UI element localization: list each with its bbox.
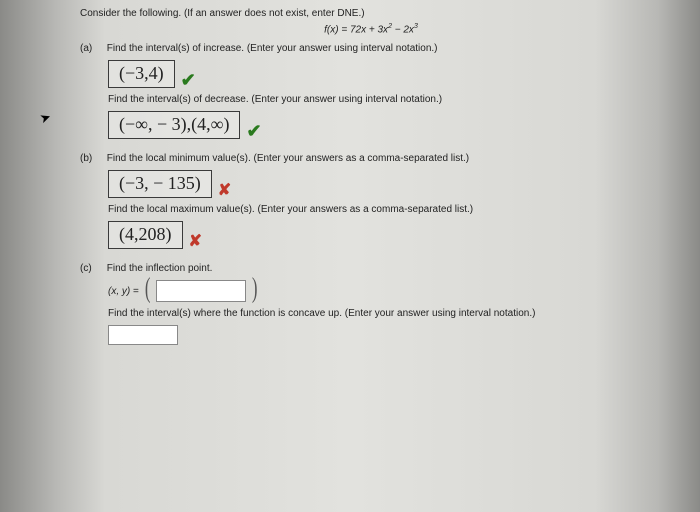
part-b-q1: Find the local minimum value(s). (Enter … xyxy=(107,153,659,164)
xy-label: (x, y) = xyxy=(108,286,139,297)
question-sheet: Consider the following. (If an answer do… xyxy=(62,0,680,351)
formula-exp2: 3 xyxy=(414,23,418,30)
part-a-label: (a) xyxy=(80,43,104,54)
x-icon xyxy=(189,231,202,251)
part-c-label: (c) xyxy=(80,263,104,274)
part-a-answer1[interactable]: (−3,4) xyxy=(108,60,175,88)
part-a-q1: Find the interval(s) of increase. (Enter… xyxy=(107,43,659,54)
part-a-q2: Find the interval(s) of decrease. (Enter… xyxy=(108,94,662,105)
inflection-point-input[interactable] xyxy=(156,280,246,302)
check-icon xyxy=(246,121,261,142)
part-b-answer2[interactable]: (4,208) xyxy=(108,221,183,249)
part-b: (b) Find the local minimum value(s). (En… xyxy=(80,153,662,164)
concave-up-input[interactable] xyxy=(108,325,178,345)
part-b-answer1-row: (−3, − 135) xyxy=(108,170,662,198)
formula-prefix: f(x) = 72x + 3x xyxy=(324,24,388,35)
part-a-answer1-row: (−3,4) xyxy=(108,60,662,88)
formula: f(x) = 72x + 3x2 − 2x3 xyxy=(80,23,662,35)
part-b-label: (b) xyxy=(80,153,104,164)
part-c: (c) Find the inflection point. xyxy=(80,263,662,274)
part-a-answer2-row: (−∞, − 3),(4,∞) xyxy=(108,111,662,139)
part-c-q1: Find the inflection point. xyxy=(107,263,659,274)
part-b-answer1[interactable]: (−3, − 135) xyxy=(108,170,212,198)
part-c-q2: Find the interval(s) where the function … xyxy=(108,308,662,319)
part-a: (a) Find the interval(s) of increase. (E… xyxy=(80,43,662,54)
mouse-cursor: ➤ xyxy=(38,109,54,128)
part-b-answer2-row: (4,208) xyxy=(108,221,662,249)
part-b-q2: Find the local maximum value(s). (Enter … xyxy=(108,204,662,215)
x-icon xyxy=(218,180,231,200)
intro-text: Consider the following. (If an answer do… xyxy=(80,8,662,19)
formula-mid: − 2x xyxy=(392,24,414,35)
part-c-answer2-row xyxy=(108,325,662,345)
part-a-answer2[interactable]: (−∞, − 3),(4,∞) xyxy=(108,111,240,139)
part-c-xy-row: (x, y) = ( ) xyxy=(108,280,662,302)
check-icon xyxy=(181,70,196,91)
